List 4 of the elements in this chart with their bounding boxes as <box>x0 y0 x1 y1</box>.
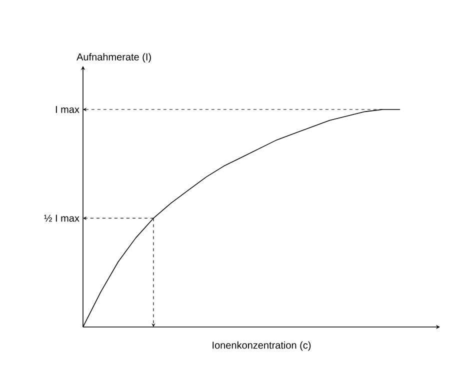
y-axis-title: Aufnahmerate (I) <box>76 53 151 62</box>
ref-line-label: I max <box>56 106 80 113</box>
x-axis-title: Ionenkonzentration (c) <box>212 341 311 351</box>
ref-line-label: ½ I max <box>44 214 80 222</box>
